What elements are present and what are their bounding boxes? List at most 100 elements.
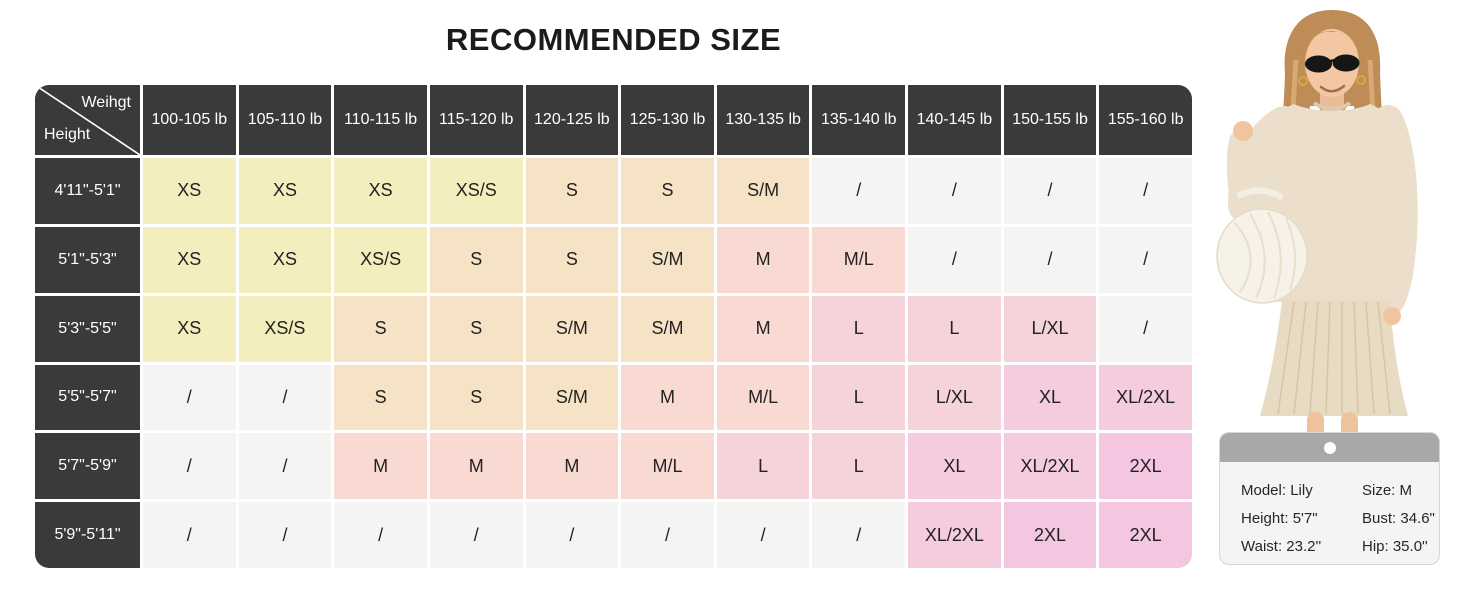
size-cell: S — [429, 226, 523, 293]
size-cell: XL/2XL — [1099, 364, 1192, 431]
size-cell: / — [908, 226, 1001, 293]
diagonal-divider-line — [35, 85, 140, 155]
size-cell: / — [143, 502, 236, 568]
size-cell: M — [334, 433, 427, 500]
col-header: 115-120 lb — [429, 85, 523, 155]
col-header: 130-135 lb — [716, 85, 810, 155]
col-header: 125-130 lb — [621, 85, 714, 155]
size-cell: S — [525, 158, 619, 224]
size-cell: L — [716, 433, 810, 500]
model-card-line: Size: M — [1362, 482, 1413, 499]
size-cell: S — [621, 158, 714, 224]
model-card-line: Model: Lily — [1241, 482, 1313, 499]
size-cell: L/XL — [908, 364, 1001, 431]
card-right-column: Size: M Bust: 34.6" Hip: 35.0'' — [1362, 477, 1435, 561]
size-cell: 2XL — [1003, 502, 1097, 568]
size-cell: M/L — [716, 364, 810, 431]
skirt-pleats — [1277, 301, 1391, 415]
size-cell: XS — [334, 158, 427, 224]
handbag — [1216, 187, 1308, 304]
size-cell: 2XL — [1099, 502, 1192, 568]
corner-weight-label: Weihgt — [81, 94, 131, 111]
size-cell: M/L — [621, 433, 714, 500]
size-cell: XL — [1003, 364, 1097, 431]
model-photo — [1216, 10, 1418, 445]
size-cell: S — [429, 364, 523, 431]
size-cell: / — [1099, 226, 1192, 293]
size-cell: L — [812, 364, 906, 431]
earring-icon — [1298, 76, 1308, 86]
size-cell: XS — [238, 226, 332, 293]
row-header: 5'1"-5'3" — [35, 226, 140, 293]
size-cell: L/XL — [1003, 295, 1097, 362]
model-info-card: Model: Lily Height: 5'7" Waist: 23.2'' Siz… — [1219, 432, 1440, 565]
size-cell: XS — [143, 295, 236, 362]
size-cell: / — [812, 158, 906, 224]
earring-icon — [1356, 75, 1366, 85]
size-cell: / — [716, 502, 810, 568]
size-cell: / — [621, 502, 714, 568]
size-cell: XS — [143, 158, 236, 224]
hand — [1383, 307, 1401, 325]
size-cell: L — [908, 295, 1001, 362]
size-cell: M — [525, 433, 619, 500]
size-cell: / — [429, 502, 523, 568]
size-cell: S/M — [525, 295, 619, 362]
size-cell: L — [812, 433, 906, 500]
size-cell: S/M — [621, 226, 714, 293]
size-cell: M — [716, 295, 810, 362]
col-header: 155-160 lb — [1099, 85, 1192, 155]
row-header: 5'5"-5'7" — [35, 364, 140, 431]
size-cell: XL/2XL — [1003, 433, 1097, 500]
model-card-line: Height: 5'7" — [1241, 510, 1318, 527]
size-cell: XL — [908, 433, 1001, 500]
size-cell: / — [238, 433, 332, 500]
col-header: 140-145 lb — [908, 85, 1001, 155]
size-cell: / — [143, 364, 236, 431]
size-cell: XS — [238, 158, 332, 224]
card-body: Model: Lily Height: 5'7" Waist: 23.2'' Siz… — [1220, 462, 1439, 561]
row-header: 5'9"-5'11" — [35, 502, 140, 568]
sunglasses-icon — [1305, 54, 1360, 73]
hand — [1233, 121, 1253, 141]
card-left-column: Model: Lily Height: 5'7" Waist: 23.2'' — [1241, 477, 1362, 561]
size-cell: XS/S — [429, 158, 523, 224]
size-cell: S/M — [525, 364, 619, 431]
size-cell: S/M — [716, 158, 810, 224]
size-cell: S — [334, 364, 427, 431]
table-corner-cell: Weihgt Height — [35, 85, 140, 155]
size-cell: XL/2XL — [908, 502, 1001, 568]
size-cell: / — [334, 502, 427, 568]
col-header: 150-155 lb — [1003, 85, 1097, 155]
size-cell: S — [525, 226, 619, 293]
row-header: 5'7"-5'9" — [35, 433, 140, 500]
size-cell: / — [238, 502, 332, 568]
smile — [1319, 84, 1346, 93]
col-header: 105-110 lb — [238, 85, 332, 155]
col-header: 135-140 lb — [812, 85, 906, 155]
size-cell: S — [429, 295, 523, 362]
size-cell: XS/S — [238, 295, 332, 362]
size-cell: / — [238, 364, 332, 431]
size-cell: / — [1099, 295, 1192, 362]
size-cell: / — [1099, 158, 1192, 224]
size-cell: 2XL — [1099, 433, 1192, 500]
row-header: 4'11"-5'1" — [35, 158, 140, 224]
col-header: 120-125 lb — [525, 85, 619, 155]
size-table: Weihgt Height 100-105 lb 105-110 lb 110-11… — [35, 85, 1192, 568]
size-cell: S — [334, 295, 427, 362]
size-cell: M — [716, 226, 810, 293]
size-cell: L — [812, 295, 906, 362]
size-cell: / — [1003, 158, 1097, 224]
size-cell: M/L — [812, 226, 906, 293]
size-cell: M — [621, 364, 714, 431]
col-header: 100-105 lb — [143, 85, 236, 155]
model-card-line: Bust: 34.6" — [1362, 510, 1435, 527]
size-cell: / — [908, 158, 1001, 224]
size-cell: M — [429, 433, 523, 500]
size-cell: / — [812, 502, 906, 568]
face — [1305, 29, 1359, 97]
size-cell: XS/S — [334, 226, 427, 293]
card-hole-icon — [1323, 442, 1336, 454]
size-cell: / — [525, 502, 619, 568]
